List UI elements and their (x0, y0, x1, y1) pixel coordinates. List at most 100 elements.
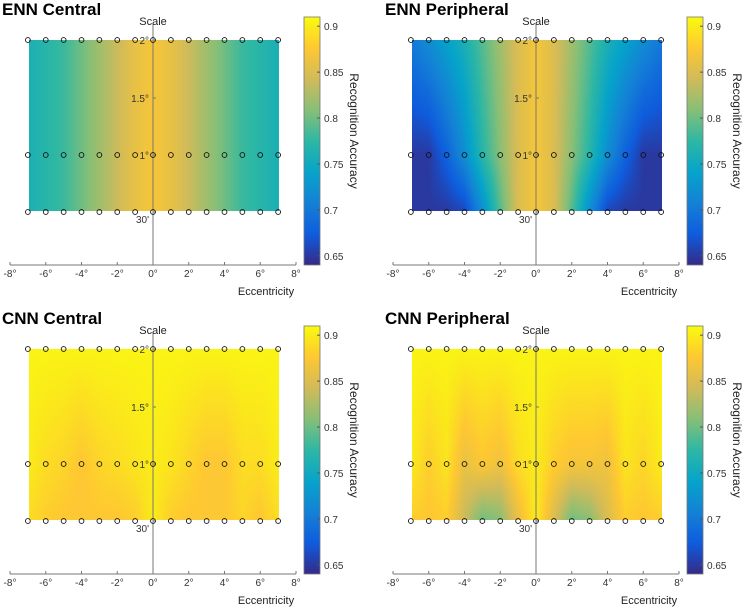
sample-point (132, 37, 138, 43)
sample-point (168, 209, 174, 215)
sample-point (479, 461, 486, 467)
sample-point (203, 37, 210, 43)
sample-point (408, 346, 414, 352)
sample-point (515, 152, 521, 158)
sample-point (515, 518, 521, 524)
y-tick-label: 1.5° (514, 94, 532, 105)
sample-point (150, 152, 156, 158)
sample-point (25, 152, 31, 158)
sample-point (25, 37, 31, 43)
sample-point (257, 518, 264, 524)
sample-point (257, 209, 264, 215)
sample-point (257, 461, 264, 467)
sample-point (497, 346, 504, 352)
x-tick-label: 8° (674, 578, 684, 589)
sample-point (25, 346, 31, 352)
sample-point (604, 461, 611, 467)
x-tick-label: -6° (422, 578, 435, 589)
y-tick-label: 2° (522, 36, 532, 47)
sample-point (568, 152, 575, 158)
x-tick-label: 6° (255, 269, 265, 280)
x-tick-label: -8° (4, 269, 17, 280)
sample-point (185, 346, 192, 352)
sample-point (533, 461, 539, 467)
sample-point (622, 461, 629, 467)
x-tick-label: 8° (674, 269, 684, 280)
sample-point (78, 37, 85, 43)
sample-point (25, 209, 31, 215)
x-tick-label: -6° (422, 269, 435, 280)
colorbar-label: Recognition Accuracy (347, 73, 361, 188)
sample-point (114, 518, 121, 524)
sample-point (42, 518, 49, 524)
sample-point (586, 461, 593, 467)
x-tick-label: 2° (184, 269, 194, 280)
sample-point (78, 461, 85, 467)
sample-point (533, 518, 539, 524)
sample-point (640, 346, 647, 352)
sample-point (640, 209, 647, 215)
sample-point (132, 209, 138, 215)
sample-point (551, 209, 557, 215)
sample-point (443, 346, 450, 352)
colorbar-tick-label: 0.65 (707, 561, 727, 572)
sample-point (114, 346, 121, 352)
sample-point (42, 152, 49, 158)
sample-point (60, 152, 67, 158)
sample-point (533, 152, 539, 158)
sample-point (443, 37, 450, 43)
y-tick-label: 1° (522, 460, 532, 471)
sample-point (640, 152, 647, 158)
y-axis-label: Scale (139, 16, 167, 28)
y-tick-label: 30' (136, 215, 149, 226)
sample-point (461, 37, 468, 43)
sample-point (515, 461, 521, 467)
sample-point (622, 518, 629, 524)
sample-point (185, 461, 192, 467)
x-tick-label: -2° (494, 578, 507, 589)
heatmap-surface (412, 349, 662, 520)
x-tick-label: 0° (148, 578, 158, 589)
colorbar-tick-label: 0.85 (324, 68, 344, 79)
sample-point (497, 518, 504, 524)
x-tick-label: 0° (148, 269, 158, 280)
sample-point (221, 152, 228, 158)
sample-point (568, 518, 575, 524)
colorbar-tick-label: 0.8 (707, 114, 721, 125)
colorbar-tick-label: 0.9 (707, 331, 721, 342)
sample-point (221, 518, 228, 524)
colorbar (686, 325, 704, 575)
colorbar-tick-label: 0.65 (707, 252, 727, 263)
sample-point (275, 518, 281, 524)
y-tick-label: 1° (522, 151, 532, 162)
x-tick-label: 4° (603, 269, 613, 280)
x-tick-label: 2° (567, 578, 577, 589)
heatmap-panel-3: -8° -6° -4° -2° 0° 2° 4° 6° 8° 30' 1° 1.5° 2° CNN Per… (385, 309, 744, 607)
x-tick-label: 8° (291, 269, 301, 280)
sample-point (114, 461, 121, 467)
sample-point (533, 209, 539, 215)
sample-point (221, 37, 228, 43)
colorbar-tick-label: 0.85 (324, 377, 344, 388)
panel-title: CNN Central (2, 309, 102, 328)
sample-point (425, 346, 432, 352)
sample-point (533, 37, 539, 43)
sample-point (604, 518, 611, 524)
sample-point (443, 209, 450, 215)
sample-point (96, 37, 103, 43)
sample-point (568, 346, 575, 352)
sample-point (461, 152, 468, 158)
sample-point (408, 461, 414, 467)
sample-point (132, 346, 138, 352)
y-axis-label: Scale (522, 16, 550, 28)
colorbar-tick-label: 0.8 (707, 423, 721, 434)
sample-point (203, 152, 210, 158)
sample-point (60, 461, 67, 467)
colorbar-label: Recognition Accuracy (730, 73, 744, 188)
sample-point (497, 461, 504, 467)
sample-point (275, 37, 281, 43)
sample-point (96, 152, 103, 158)
x-tick-label: 6° (638, 269, 648, 280)
sample-point (96, 461, 103, 467)
